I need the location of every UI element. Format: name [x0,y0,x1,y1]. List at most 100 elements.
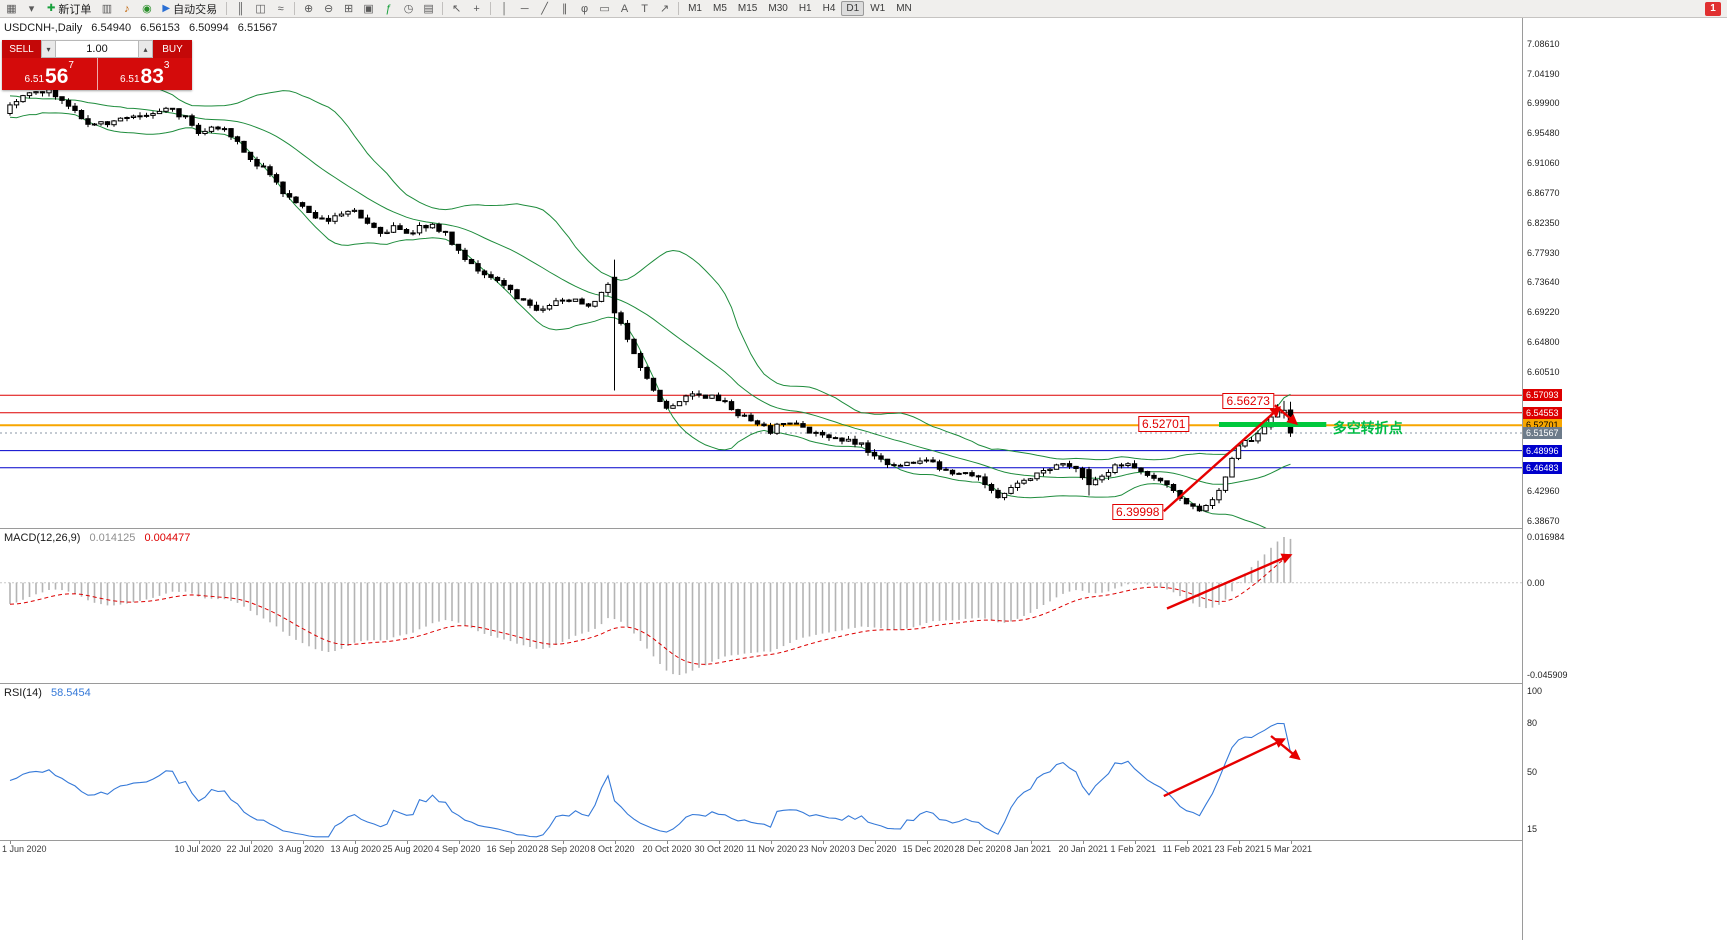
new-order-button-icon: ✚ [47,3,56,14]
cursor-icon[interactable]: ↖ [451,3,462,15]
zoom-in-icon[interactable]: ⊕ [303,3,314,15]
time-axis-label: 11 Feb 2021 [1162,844,1213,854]
label-icon[interactable]: T [641,2,648,15]
horizontal-line-icon[interactable]: ─ [520,2,529,15]
time-axis-label: 30 Oct 2020 [694,844,744,854]
timeframe-w1[interactable]: W1 [870,3,886,14]
arrow-object-icon[interactable]: ↗ [659,3,670,15]
toolbar-separator [442,2,444,15]
price-axis-tick: 6.69220 [1527,307,1560,318]
crosshair-icon[interactable]: + [473,2,480,15]
text-icon[interactable]: A [620,2,629,15]
trendline-icon[interactable]: ╱ [541,3,548,15]
shapes-icon[interactable]: ▭ [599,3,610,15]
rsi-axis-tick: 50 [1527,766,1538,777]
notifications-icon[interactable]: 1 [1705,1,1721,16]
price-axis-tick: 6.95480 [1527,128,1560,138]
chart-profiles-icon[interactable]: ▥ [101,3,113,15]
templates-icon[interactable]: ▤ [423,3,434,15]
time-axis-label: 5 Mar 2021 [1266,844,1313,854]
macd-label: MACD(12,26,9) [4,532,81,544]
price-axis-tick: 6.60510 [1527,366,1560,377]
toolbar-separator [490,2,492,15]
time-axis-tick [198,841,200,844]
time-axis-tick [770,841,772,844]
timeframe-m1[interactable]: M1 [688,3,702,14]
sound-alert-icon[interactable]: ♪ [124,2,130,15]
price-axis-tick: 6.99900 [1527,97,1560,108]
rsi-label: RSI(14) [4,687,42,699]
timeframe-h1[interactable]: H1 [798,3,812,14]
time-axis-label: 20 Oct 2020 [642,844,692,854]
sell-price[interactable]: 6.51 56 7 [2,58,97,90]
sell-price-point: 7 [68,60,74,71]
fibonacci-icon[interactable]: φ [581,2,589,15]
channel-icon[interactable]: ∥ [561,3,568,15]
toolbar-separator [226,2,228,15]
macd-panel[interactable] [0,529,1522,683]
price-axis-tick: 6.42960 [1527,486,1560,497]
buy-price[interactable]: 6.51 83 3 [98,58,193,90]
period-clock-icon[interactable]: ◷ [403,3,414,15]
news-icon[interactable]: ◉ [142,3,152,15]
auto-trading-button[interactable]: ▶ 自动交易 [157,1,222,17]
time-axis-label: 3 Aug 2020 [278,844,325,854]
macd-axis-tick: 0.016984 [1527,532,1565,542]
time-axis-tick [302,841,304,844]
time-axis-label: 22 Jul 2020 [226,844,274,854]
timeframe-m5[interactable]: M5 [713,3,727,14]
timeframe-m15[interactable]: M15 [737,3,758,14]
price-axis-flag: 6.46483 [1523,461,1562,474]
zoom-out-icon[interactable]: ⊖ [323,3,334,15]
timeframe-h4[interactable]: H4 [822,3,836,14]
price-axis-tick: 6.82350 [1527,217,1560,228]
time-axis-label: 1 Feb 2021 [1110,844,1157,854]
volume-input[interactable]: 1.00 [56,40,138,58]
auto-arrange-icon[interactable]: ▣ [363,3,374,15]
ohlc-low: 6.50994 [188,22,229,34]
chart-dropdown-caret[interactable]: ▾ [28,3,35,15]
ohlc-high: 6.56153 [140,22,180,34]
line-chart-icon[interactable]: ≈ [277,2,284,15]
rsi-panel[interactable] [0,684,1522,840]
time-axis-tick [978,841,980,844]
time-axis-tick [1238,841,1240,844]
toolbar-right: 1 [1705,1,1725,16]
price-axis[interactable]: 7.08610 7.04190 6.99900 6.95480 6.91060 6.867… [1522,18,1727,940]
time-axis-tick [1082,841,1084,844]
toolbar-separator [678,2,680,15]
main-chart-panel[interactable]: 6.56273 6.52701 6.39998 多空转折点 [0,18,1522,528]
tile-windows-icon[interactable]: ⊞ [343,3,354,15]
add-indicator-icon[interactable]: ƒ [385,2,392,15]
bar-chart-icon[interactable]: ║ [236,2,245,15]
timeframe-d1[interactable]: D1 [841,1,865,16]
volume-increase-button[interactable]: ▴ [138,40,153,58]
time-axis-label: 1 Jun 2020 [2,844,47,854]
panel-splitter[interactable] [0,683,1727,684]
volume-decrease-button[interactable]: ▾ [41,40,56,58]
time-axis[interactable]: 1 Jun 2020 10 Jul 2020 22 Jul 2020 3 Aug 20… [0,841,1522,857]
toolbar-separator [294,2,296,15]
candlestick-chart-icon[interactable]: ◫ [255,3,266,15]
price-axis-tick: 6.77930 [1527,247,1560,258]
new-chart-icon[interactable]: ▦ [6,3,17,15]
price-axis-tick: 6.38670 [1527,515,1560,526]
timeframe-mn[interactable]: MN [896,3,912,14]
time-axis-label: 13 Aug 2020 [330,844,382,854]
chart-symbol-period: USDCNH-,Daily [4,22,83,34]
ohlc-open: 6.54940 [91,22,132,34]
new-order-button[interactable]: ✚ 新订单 [42,1,96,17]
panel-splitter[interactable] [0,840,1727,841]
time-axis-label: 28 Sep 2020 [538,844,590,854]
buy-button[interactable]: BUY [153,40,192,58]
rsi-value: 58.5454 [50,687,91,699]
panel-splitter[interactable] [0,528,1727,529]
time-axis-tick [614,841,616,844]
time-axis-tick [718,841,720,844]
time-axis-label: 8 Jan 2021 [1006,844,1052,854]
vertical-line-icon[interactable]: │ [501,2,509,15]
sell-button[interactable]: SELL [2,40,41,58]
time-axis-tick [458,841,460,844]
timeframe-m30[interactable]: M30 [768,3,788,14]
rsi-chart [9,722,1301,838]
